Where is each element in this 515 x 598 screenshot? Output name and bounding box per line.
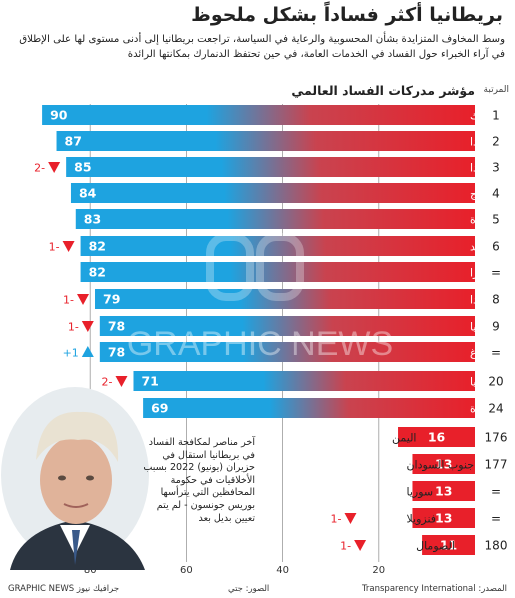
rank-label: = [491,346,501,360]
value-label: 71 [141,374,158,389]
value-label: 82 [89,265,106,280]
johnson-note: آخر مناصر لمكافحة الفساد في بريطانيا است… [143,437,255,524]
country-label: الصومال [416,540,455,553]
country-label: فنزويلا [406,513,436,526]
bar [99,316,475,336]
rank-label: 4 [492,187,500,201]
change-label: 1- [68,321,79,334]
change-label: +1 [63,347,79,360]
value-label: 11 [440,538,457,553]
value-label: 78 [108,345,125,360]
rank-label: 2 [492,135,500,149]
bar [80,236,475,256]
country-label: سنغافورة [470,214,513,227]
country-label: الدنمارك [470,110,509,123]
value-label: 16 [428,430,446,445]
value-label: 90 [50,108,68,123]
value-label: 78 [108,319,125,334]
change-label: 2- [34,162,45,175]
value-label: 82 [89,239,106,254]
page-subtitle: وسط المخاوف المتزايدة بشأن المحسوبية وال… [19,34,505,60]
rank-column-header: المرتبة [483,85,509,95]
country-label: اليمن [392,432,416,445]
rank-label: = [491,512,501,526]
value-label: 84 [79,186,97,201]
page-title: بريطانيا أكثر فساداً بشكل ملحوظ [191,4,503,26]
country-label: هولندا [470,294,497,307]
chart-title: مؤشر مدركات الفساد العالمي [291,83,475,98]
rank-label: 1 [492,109,500,123]
value-label: 87 [65,134,82,149]
bar [56,131,475,151]
bar [99,342,475,362]
x-tick-label: 80 [84,565,97,576]
bar [143,398,476,418]
change-label: 2- [102,376,113,389]
bar [412,454,475,474]
rank-label: 5 [492,213,500,227]
rank-label: 180 [485,539,508,553]
rank-label: 8 [492,293,500,307]
value-label: 83 [84,212,101,227]
country-label: بريطانيا [470,376,504,389]
rank-label: 24 [488,402,503,416]
x-tick-label: 20 [372,565,385,576]
country-label: فنلندا [470,136,494,149]
change-down-icon [77,294,90,305]
bar [412,508,475,528]
change-label: 1- [49,241,60,254]
bar [412,481,475,501]
change-down-icon [344,513,357,524]
bar [398,427,475,447]
country-label: لوكسمبورغ [470,347,515,360]
value-label: 13 [435,457,452,472]
value-label: 79 [103,292,120,307]
change-down-icon [62,241,75,252]
change-label: 1- [63,294,74,307]
country-label: سويسرا [470,267,507,280]
rank-label: 177 [485,458,508,472]
change-down-icon [115,376,128,387]
rank-label: 176 [485,431,508,445]
change-down-icon [81,321,94,332]
rank-label: = [491,266,501,280]
change-down-icon [354,540,367,551]
country-label: نيوزيلندا [470,162,506,175]
value-label: 13 [435,511,452,526]
change-label: 1- [331,513,342,526]
value-label: 13 [435,484,452,499]
country-label: السويد [470,241,501,254]
change-up-icon [81,346,94,357]
bar [422,535,475,555]
bar [70,183,476,203]
bar [133,371,476,391]
footer-photo-credit: الصور: جتي [228,584,270,594]
value-label: 69 [151,401,168,416]
rank-label: 6 [492,240,500,254]
boris-johnson-photo [1,387,149,570]
bar [80,262,475,282]
footer-source: المصدر: Transparency International [361,584,507,594]
rank-label: = [491,485,501,499]
footer-logo: GRAPHIC NEWS جرافيك نيوز [8,584,120,594]
change-label: 1- [340,540,351,553]
country-label: سوريا [406,486,433,499]
country-label: النرويج [470,188,501,201]
country-label: ألمانيا [470,320,496,334]
x-tick-label: 40 [276,565,289,576]
change-down-icon [48,162,61,173]
bar [42,105,475,125]
country-label: جنوب السودان [406,459,474,472]
bar [66,157,476,177]
rank-label: 9 [492,320,500,334]
bar [95,289,475,309]
bar [75,209,476,229]
rank-label: 20 [488,375,503,389]
country-label: الولايات المتحدة [470,403,515,416]
x-tick-label: 60 [180,565,193,576]
value-label: 85 [74,160,91,175]
rank-label: 3 [492,161,500,175]
